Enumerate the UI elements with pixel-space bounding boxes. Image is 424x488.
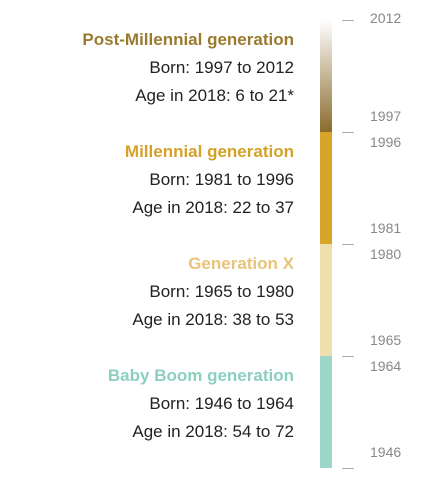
age-range: Age in 2018: 22 to 37 <box>132 198 294 217</box>
generation-name: Baby Boom generation <box>107 366 294 385</box>
generation-bar <box>320 356 332 468</box>
end-year: 2012 <box>370 10 402 26</box>
end-year: 1964 <box>370 358 402 374</box>
tick-mark <box>342 132 354 133</box>
generation-bar <box>320 20 332 132</box>
age-range: Age in 2018: 6 to 21* <box>135 86 294 105</box>
start-year: 1965 <box>370 332 402 348</box>
generation-bar <box>320 132 332 244</box>
generation-name: Post-Millennial generation <box>82 30 294 49</box>
age-range: Age in 2018: 54 to 72 <box>132 422 294 441</box>
start-year: 1946 <box>370 444 402 460</box>
generation-name: Generation X <box>188 254 294 273</box>
end-year: 1996 <box>370 134 402 150</box>
generation-name: Millennial generation <box>124 142 294 161</box>
tick-mark <box>342 356 354 357</box>
age-range: Age in 2018: 38 to 53 <box>132 310 294 329</box>
born-range: Born: 1965 to 1980 <box>149 282 294 301</box>
tick-mark <box>342 468 354 469</box>
tick-mark <box>342 244 354 245</box>
generation-bar <box>320 244 332 356</box>
start-year: 1997 <box>370 108 402 124</box>
tick-mark <box>342 20 354 21</box>
born-range: Born: 1946 to 1964 <box>149 394 294 413</box>
start-year: 1981 <box>370 220 402 236</box>
born-range: Born: 1997 to 2012 <box>149 58 294 77</box>
end-year: 1980 <box>370 246 402 262</box>
born-range: Born: 1981 to 1996 <box>149 170 294 189</box>
